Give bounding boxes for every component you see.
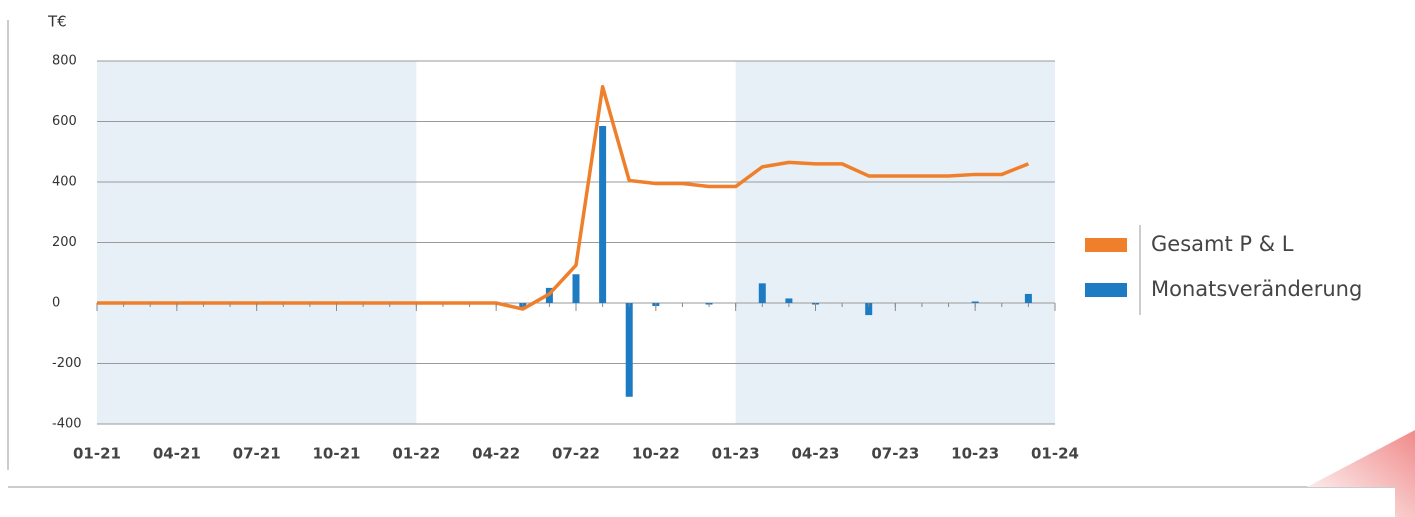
legend-swatch: [1085, 283, 1127, 297]
x-tick-label: 10-23: [951, 445, 999, 463]
y-tick-label: -200: [52, 356, 82, 371]
bar: [572, 274, 580, 303]
legend-label: Gesamt P & L: [1151, 232, 1294, 256]
bar: [599, 126, 607, 303]
y-tick-label: -400: [52, 417, 82, 432]
bar: [785, 298, 793, 303]
line: [97, 84, 1030, 311]
x-tick-label: 10-22: [632, 445, 680, 463]
y-axis-label: T€: [47, 13, 67, 31]
bar: [865, 303, 873, 316]
x-tick-label: 01-23: [712, 445, 760, 463]
x-tick-label: 04-21: [153, 445, 201, 463]
x-tick-label: 10-21: [313, 445, 361, 463]
legend-swatch: [1085, 238, 1127, 252]
x-tick-label: 07-23: [871, 445, 919, 463]
y-tick-label: 200: [52, 235, 77, 250]
x-tick-label: 07-21: [233, 445, 281, 463]
y-tick-label: 600: [52, 114, 77, 129]
bar: [1024, 293, 1032, 303]
x-tick-label: 04-22: [472, 445, 520, 463]
x-tick-label: 01-22: [392, 445, 440, 463]
x-tick-label: 01-24: [1031, 445, 1079, 463]
y-tick-label: 400: [52, 175, 77, 190]
x-tick-label: 07-22: [552, 445, 600, 463]
x-tick-label: 04-23: [792, 445, 840, 463]
bar: [758, 283, 766, 303]
x-tick-label: 01-21: [73, 445, 121, 463]
y-tick-label: 0: [52, 296, 60, 311]
bar: [971, 301, 979, 303]
decoration: [1307, 430, 1415, 517]
legend-label: Monatsveränderung: [1151, 277, 1362, 301]
bar: [625, 303, 633, 397]
y-tick-label: 800: [52, 54, 77, 69]
